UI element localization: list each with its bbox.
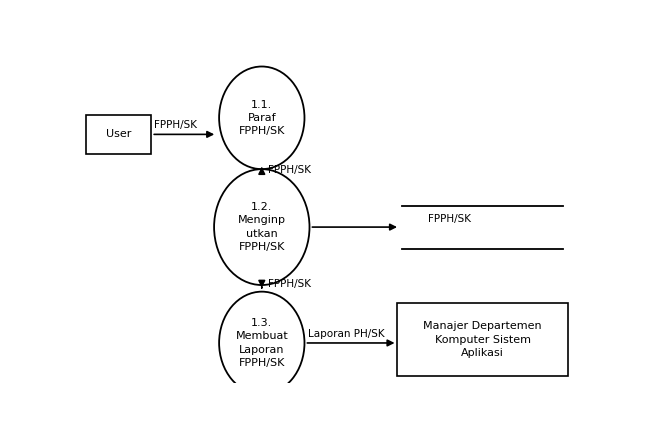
Text: FPPH/SK: FPPH/SK <box>154 120 197 130</box>
Text: 1.3.
Membuat
Laporan
FPPH/SK: 1.3. Membuat Laporan FPPH/SK <box>235 318 288 368</box>
Text: 1.1.
Paraf
FPPH/SK: 1.1. Paraf FPPH/SK <box>238 100 285 136</box>
Text: 1.2.
Menginp
utkan
FPPH/SK: 1.2. Menginp utkan FPPH/SK <box>238 202 286 252</box>
Text: FPPH/SK: FPPH/SK <box>268 165 311 175</box>
Text: FPPH/SK: FPPH/SK <box>268 280 311 289</box>
Bar <box>86 114 151 154</box>
Text: User: User <box>106 129 132 139</box>
Text: Laporan PH/SK: Laporan PH/SK <box>308 329 385 339</box>
Bar <box>397 303 568 376</box>
Text: Manajer Departemen
Komputer Sistem
Aplikasi: Manajer Departemen Komputer Sistem Aplik… <box>423 322 542 358</box>
Text: FPPH/SK: FPPH/SK <box>428 215 470 224</box>
